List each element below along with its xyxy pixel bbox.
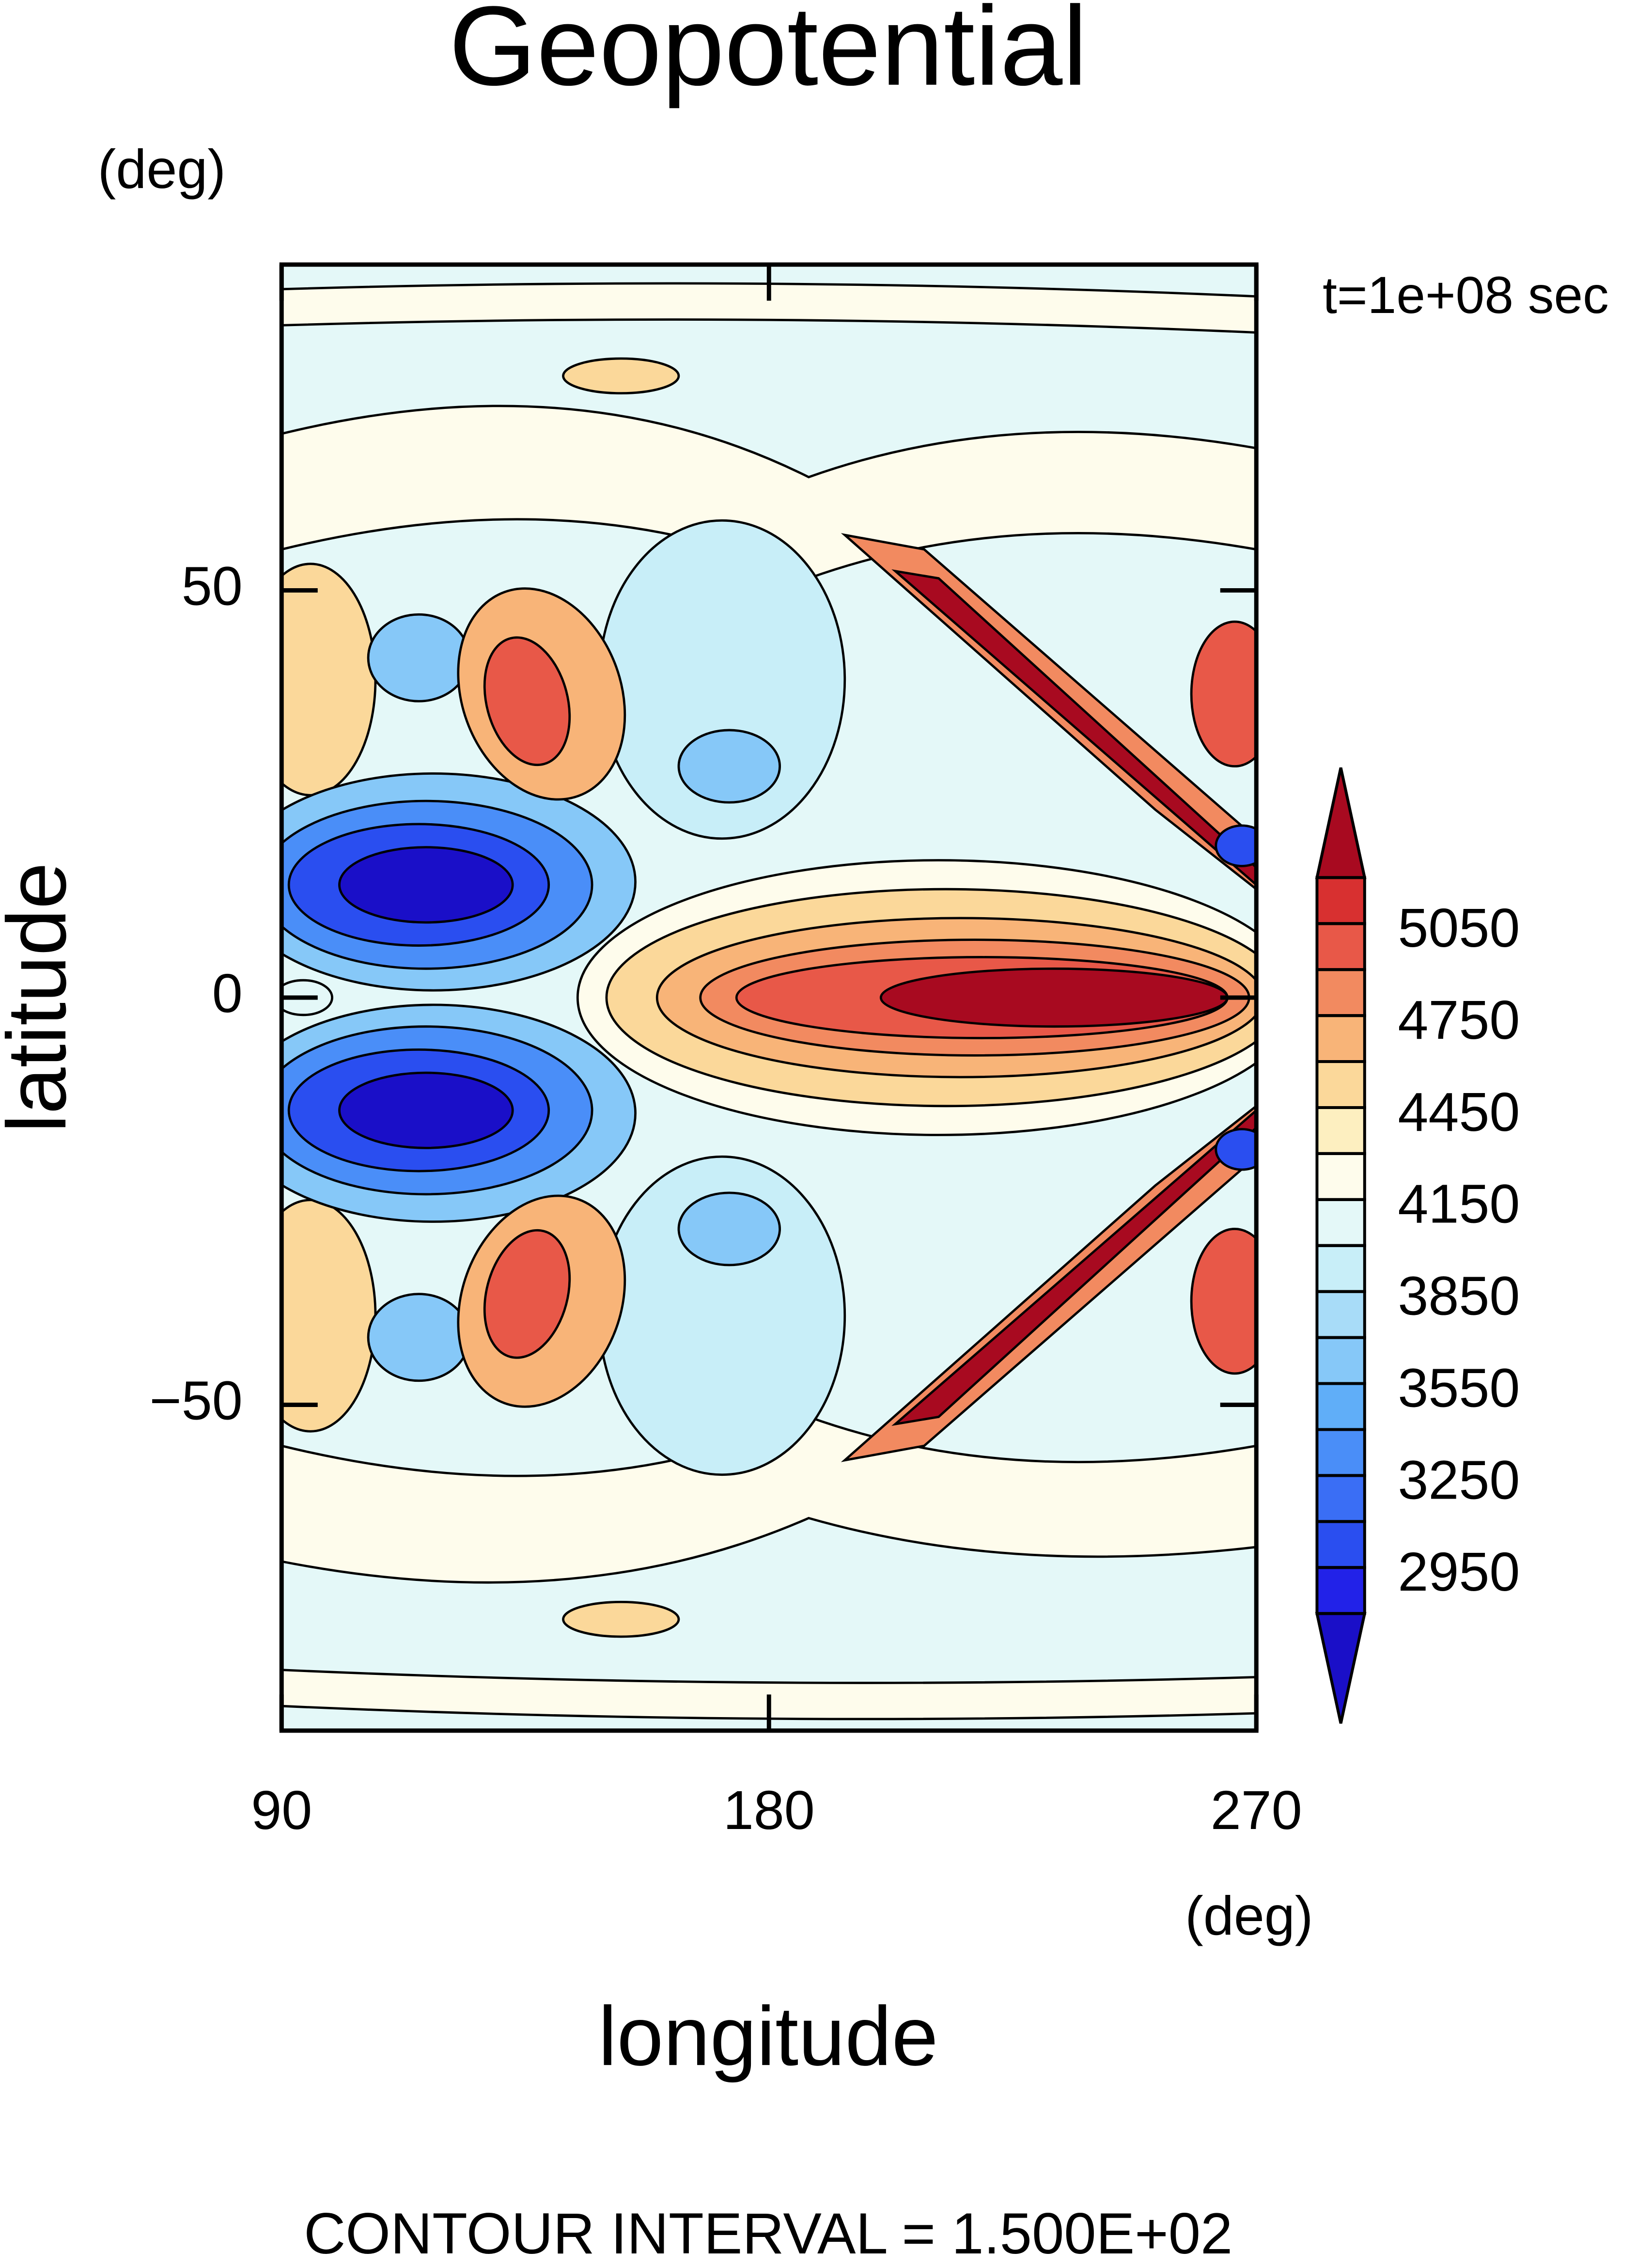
- colorbar-bin: [1315, 1428, 1366, 1477]
- x-tick-label: 270: [1211, 1780, 1302, 1841]
- x-unit: (deg): [1185, 1885, 1313, 1947]
- footer: CONTOUR INTERVAL = 1.500E+02: [304, 2202, 1232, 2266]
- colorbar-bin: [1315, 1106, 1366, 1155]
- colorbar-bin: [1315, 1244, 1366, 1293]
- contour-field: [281, 265, 1257, 1731]
- colorbar-tick-label: 3850: [1398, 1265, 1520, 1327]
- y-tick-label: 50: [182, 555, 243, 617]
- colorbar-bin: [1315, 1336, 1366, 1385]
- colorbar-tick-label: 4750: [1398, 989, 1520, 1051]
- colorbar-bin: [1315, 1014, 1366, 1063]
- colorbar-tick-label: 4450: [1398, 1081, 1520, 1143]
- x-axis-label: longitude: [598, 1989, 938, 2083]
- colorbar-bin: [1315, 1474, 1366, 1523]
- colorbar-extend-high: [1315, 767, 1367, 879]
- colorbar-bin: [1315, 1198, 1366, 1247]
- y-tick-label: −50: [150, 1370, 243, 1431]
- colorbar-bin: [1315, 922, 1366, 971]
- colorbar-bin: [1315, 876, 1366, 925]
- colorbar-bin: [1315, 968, 1366, 1017]
- colorbar-tick-label: 5050: [1398, 897, 1520, 959]
- colorbar-bin: [1315, 1290, 1366, 1339]
- y-tick-label: 0: [212, 963, 243, 1024]
- chart-title: Geopotential: [449, 0, 1088, 109]
- annotation: t=1e+08 sec: [1323, 266, 1609, 324]
- colorbar-tick-label: 2950: [1398, 1541, 1520, 1603]
- colorbar-tick-label: 3550: [1398, 1357, 1520, 1419]
- colorbar-extend-low: [1315, 1612, 1367, 1724]
- x-tick-label: 180: [723, 1780, 815, 1841]
- colorbar-bin: [1315, 1152, 1366, 1201]
- colorbar-bin: [1315, 1566, 1366, 1615]
- colorbar-bin: [1315, 1382, 1366, 1431]
- x-tick-label: 90: [251, 1780, 312, 1841]
- colorbar-bin: [1315, 1060, 1366, 1109]
- colorbar-tick-label: 4150: [1398, 1173, 1520, 1235]
- y-unit: (deg): [98, 139, 226, 200]
- y-axis-label: latitude: [0, 862, 83, 1133]
- colorbar-bin: [1315, 1520, 1366, 1569]
- colorbar-tick-label: 3250: [1398, 1449, 1520, 1511]
